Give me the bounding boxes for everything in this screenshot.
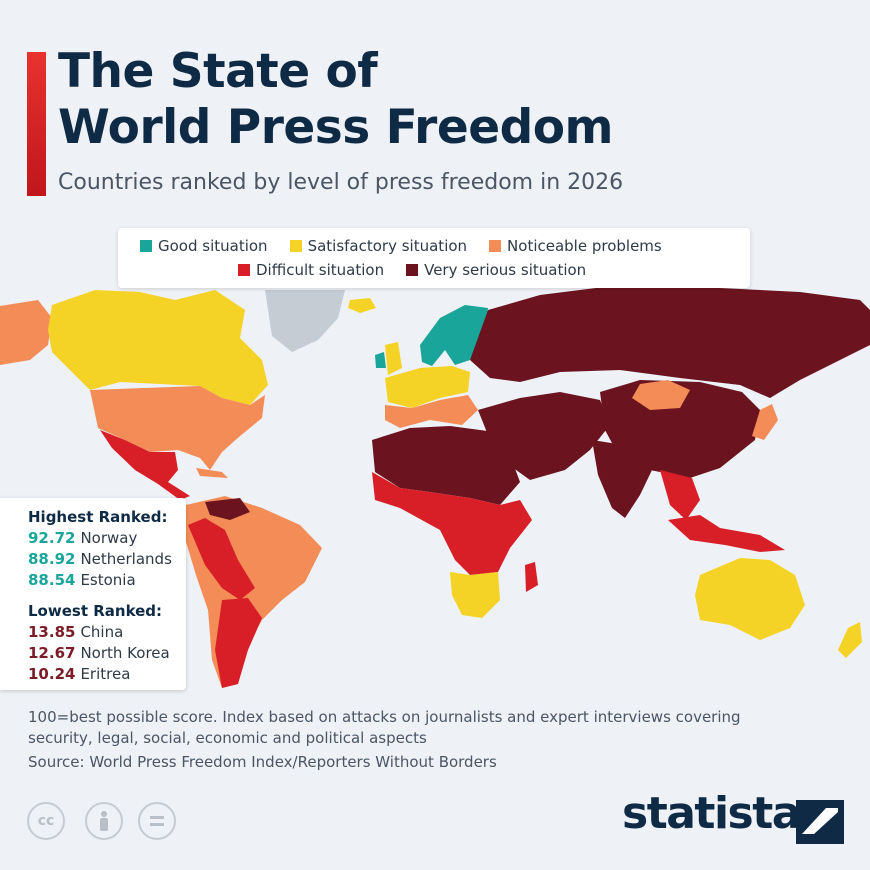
lowest-country: China	[80, 623, 124, 641]
highest-country: Norway	[80, 529, 138, 547]
region-western-europe	[385, 366, 470, 408]
region-russia	[470, 285, 870, 398]
equals-icon	[150, 816, 164, 826]
attribution-icon[interactable]	[85, 802, 123, 840]
highest-score: 88.54	[28, 571, 76, 589]
no-derivatives-icon[interactable]	[138, 802, 176, 840]
region-madagascar	[525, 562, 538, 592]
legend-row-2: Difficult situation Very serious situati…	[238, 261, 586, 279]
region-scandinavia	[420, 305, 488, 366]
legend-item-very-serious: Very serious situation	[406, 261, 586, 279]
region-peru-bolivia	[188, 518, 255, 600]
lowest-score: 12.67	[28, 644, 76, 662]
region-australia	[695, 558, 805, 640]
legend-swatch-good	[140, 240, 152, 252]
lowest-item: 13.85 China	[28, 623, 123, 641]
region-indonesia	[668, 515, 785, 552]
region-southeast-asia	[660, 470, 700, 520]
person-icon	[100, 811, 108, 831]
legend-swatch-noticeable	[489, 240, 502, 252]
source-note: Source: World Press Freedom Index/Report…	[28, 753, 497, 771]
world-map	[0, 285, 870, 688]
legend-label-very-serious: Very serious situation	[424, 261, 587, 279]
highest-country: Netherlands	[80, 550, 172, 568]
highest-score: 92.72	[28, 529, 76, 547]
region-venezuela	[205, 498, 250, 520]
highest-item: 92.72 Norway	[28, 529, 137, 547]
page-title: The State of World Press Freedom	[58, 44, 614, 156]
region-mongolia	[632, 380, 690, 410]
lowest-item: 10.24 Eritrea	[28, 665, 130, 683]
legend-item-good: Good situation	[140, 237, 268, 255]
region-uk	[385, 342, 402, 375]
lowest-country: Eritrea	[80, 665, 131, 683]
legend-label-difficult: Difficult situation	[256, 261, 385, 279]
highest-item: 88.54 Estonia	[28, 571, 136, 589]
region-usa	[90, 386, 265, 470]
lowest-item: 12.67 North Korea	[28, 644, 170, 662]
subtitle: Countries ranked by level of press freed…	[58, 170, 624, 195]
region-canada	[48, 290, 268, 405]
legend-row-1: Good situation Satisfactory situation No…	[140, 237, 662, 255]
statista-logo[interactable]: statista	[622, 788, 801, 839]
region-japan	[752, 404, 778, 440]
region-southern-africa	[450, 572, 500, 618]
legend-item-difficult: Difficult situation	[238, 261, 384, 279]
region-north-africa	[372, 426, 520, 505]
region-india	[592, 440, 652, 518]
region-alaska	[0, 300, 52, 365]
region-korea	[740, 402, 752, 420]
legend-label-good: Good situation	[158, 237, 268, 255]
lowest-score: 13.85	[28, 623, 76, 641]
region-china	[600, 380, 760, 478]
title-line-1: The State of	[58, 44, 378, 99]
title-accent-bar	[27, 52, 46, 196]
cc-icon[interactable]: cc	[27, 802, 65, 840]
legend-label-noticeable: Noticeable problems	[507, 237, 662, 255]
region-southern-europe	[385, 395, 478, 428]
legend-swatch-difficult	[238, 264, 250, 276]
ranking-box: Highest Ranked: 92.72 Norway 88.92 Netherl…	[0, 498, 186, 690]
region-central-africa	[372, 472, 532, 575]
region-mexico	[100, 430, 190, 500]
legend-swatch-very-serious	[406, 264, 419, 276]
region-new-zealand	[838, 622, 862, 658]
region-iceland	[348, 298, 376, 313]
legend: Good situation Satisfactory situation No…	[118, 228, 750, 288]
statista-logo-mark-icon[interactable]	[796, 800, 844, 844]
legend-swatch-satisfactory	[289, 240, 302, 252]
highest-item: 88.92 Netherlands	[28, 550, 172, 568]
lowest-score: 10.24	[28, 665, 76, 683]
lowest-heading: Lowest Ranked:	[28, 602, 163, 620]
footnote: 100=best possible score. Index based on …	[28, 708, 741, 747]
title-line-2: World Press Freedom	[58, 100, 614, 155]
highest-country: Estonia	[80, 571, 136, 589]
legend-item-satisfactory: Satisfactory situation	[289, 237, 468, 255]
region-ireland	[375, 352, 386, 368]
highest-heading: Highest Ranked:	[28, 508, 168, 526]
region-argentina	[215, 598, 262, 688]
legend-item-noticeable: Noticeable problems	[489, 237, 662, 255]
legend-label-satisfactory: Satisfactory situation	[307, 237, 468, 255]
region-greenland	[265, 290, 345, 352]
highest-score: 88.92	[28, 550, 76, 568]
region-caribbean	[196, 468, 228, 478]
lowest-country: North Korea	[80, 644, 170, 662]
